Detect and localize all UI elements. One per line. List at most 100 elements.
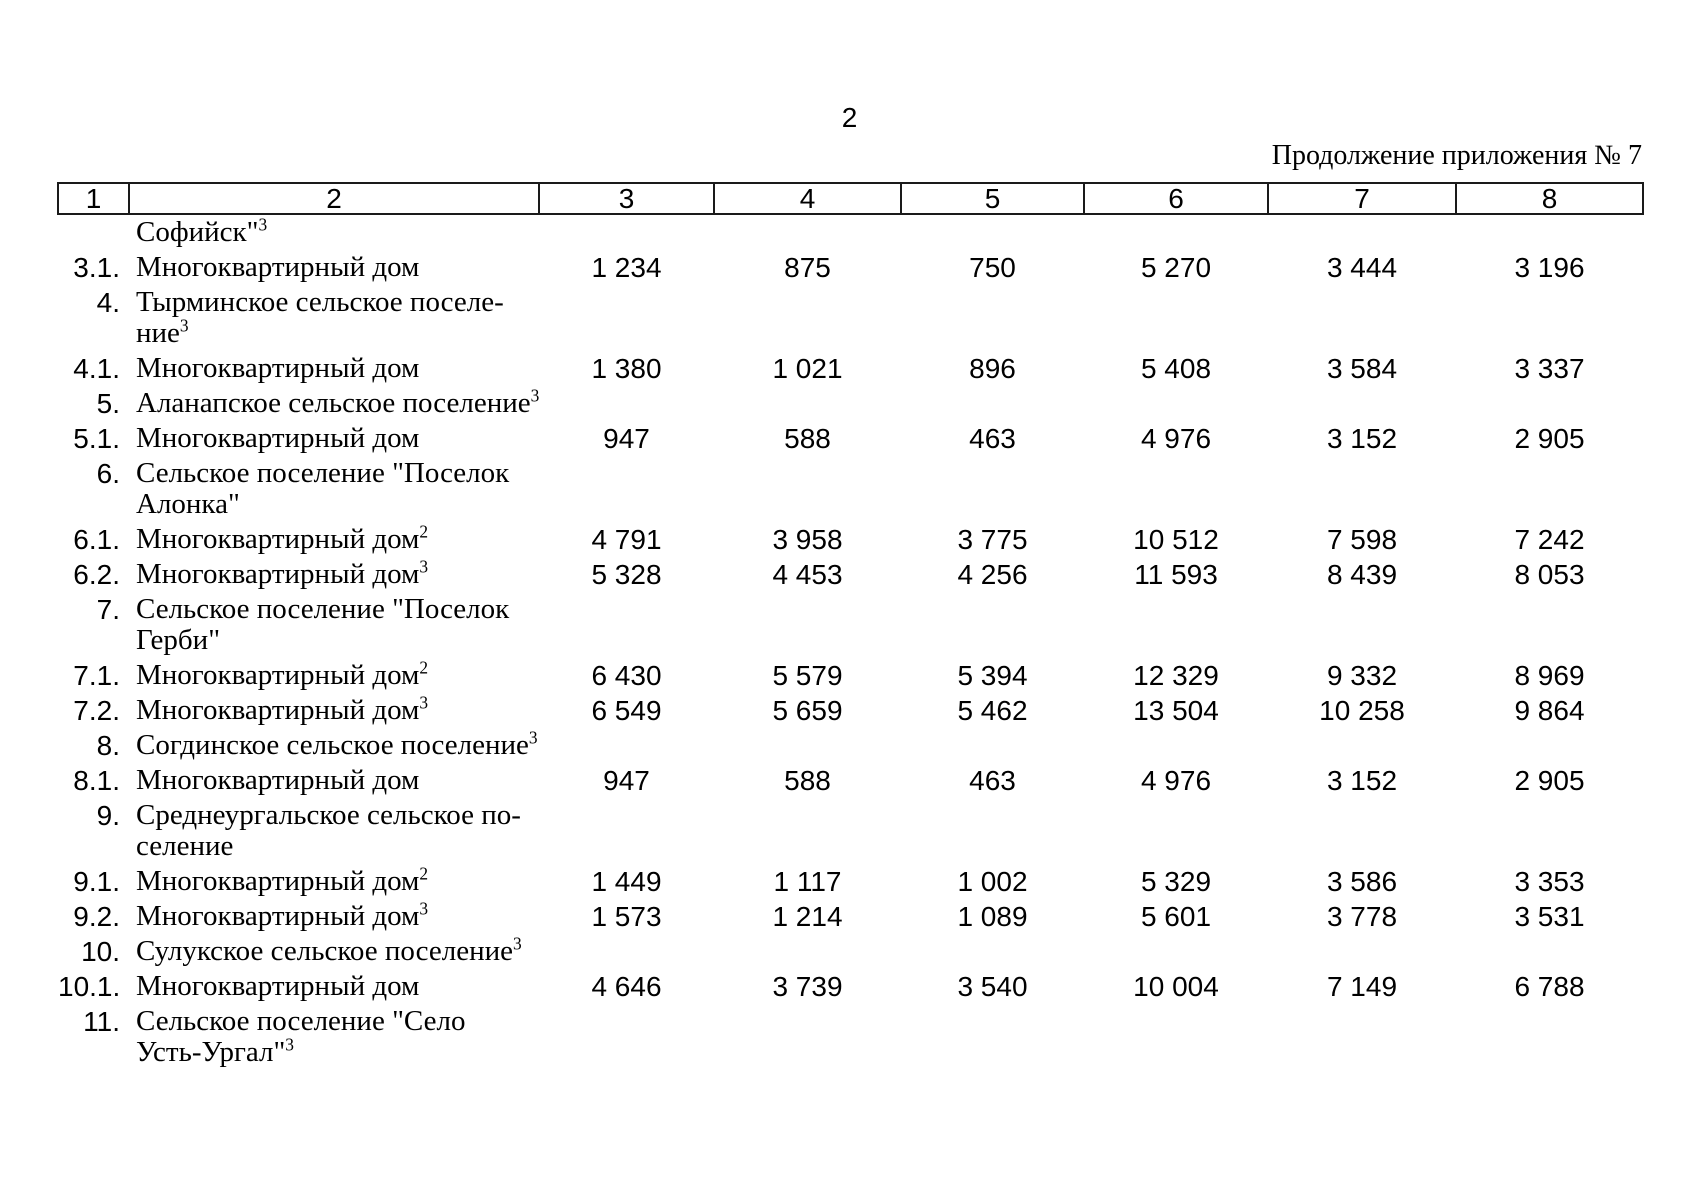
footnote-marker: 2 — [419, 657, 429, 678]
row-value: 3 531 — [1514, 901, 1585, 932]
table-row: 9.1. Многоквартирный дом2 1 449 1 117 1 002 5… — [58, 864, 1643, 899]
table-row: 11. Сельское поселение "Село Усть-Ургал"3 — [58, 1004, 1643, 1070]
table-row: 6. Сельское поселение "Поселок Алонка" — [58, 456, 1643, 522]
table-row: 9. Среднеургальское сельское по-селение — [58, 798, 1643, 864]
row-number: 6.1. — [73, 524, 120, 555]
row-value: 3 152 — [1326, 765, 1398, 796]
row-value: 8 969 — [1514, 660, 1585, 691]
row-value: 3 540 — [957, 971, 1028, 1002]
row-value: 3 778 — [1326, 901, 1398, 932]
table-row: 9.2. Многоквартирный дом3 1 573 1 214 1 089 5… — [58, 899, 1643, 934]
table-row: 3.1. Многоквартирный дом 1 234 875 750 5 270 3… — [58, 250, 1643, 285]
row-value: 947 — [603, 423, 650, 454]
row-value — [901, 592, 1084, 658]
row-value — [1084, 728, 1268, 763]
row-name: Согдинское сельское поселение3 — [129, 728, 539, 763]
row-value: 8 053 — [1514, 559, 1585, 590]
row-number: 9. — [96, 800, 120, 831]
row-value — [539, 456, 714, 522]
table-row: 6.2. Многоквартирный дом3 5 328 4 453 4 256 1… — [58, 557, 1643, 592]
row-number: 5.1. — [73, 423, 120, 454]
row-value — [1268, 214, 1456, 250]
footnote-marker: 3 — [179, 315, 189, 336]
table-row: 6.1. Многоквартирный дом2 4 791 3 958 3 775 1… — [58, 522, 1643, 557]
footnote-marker: 3 — [419, 556, 429, 577]
footnote-marker: 3 — [419, 692, 429, 713]
row-name: Многоквартирный дом2 — [129, 658, 539, 693]
row-value: 463 — [969, 423, 1016, 454]
row-value: 4 256 — [957, 559, 1028, 590]
table-row: 10.1. Многоквартирный дом 4 646 3 739 3 540 1… — [58, 969, 1643, 1004]
row-name-line: селение — [136, 831, 539, 862]
row-value: 5 329 — [1140, 866, 1212, 897]
row-value — [714, 798, 901, 864]
row-value — [1084, 592, 1268, 658]
row-value: 5 270 — [1140, 252, 1212, 283]
table-row: 5.1. Многоквартирный дом 947 588 463 4 976 3 1… — [58, 421, 1643, 456]
row-name-text: Софийск" — [136, 216, 259, 248]
row-value — [714, 1004, 901, 1070]
row-number: 4.1. — [73, 353, 120, 384]
column-header: 2 — [128, 182, 540, 215]
row-value — [1268, 386, 1456, 421]
table-row: 4.1. Многоквартирный дом 1 380 1 021 896 5 40… — [58, 351, 1643, 386]
row-value — [1456, 285, 1643, 351]
row-value — [901, 728, 1084, 763]
row-value — [1456, 592, 1643, 658]
footnote-marker: 3 — [528, 727, 538, 748]
row-value: 9 864 — [1514, 695, 1585, 726]
row-value — [714, 728, 901, 763]
column-header: 5 — [900, 182, 1085, 215]
row-value — [714, 592, 901, 658]
row-name-line: Многоквартирный дом — [136, 252, 539, 283]
row-value: 5 659 — [772, 695, 843, 726]
row-name: Сулукское сельское поселение3 — [129, 934, 539, 969]
row-value: 8 439 — [1326, 559, 1398, 590]
table-row: 5. Аланапское сельское поселение3 — [58, 386, 1643, 421]
row-name-text: Сельское поселение "Поселок — [136, 457, 510, 489]
row-name-line: Герби" — [136, 625, 539, 656]
row-number — [58, 214, 129, 250]
row-name-line: Многоквартирный дом3 — [136, 900, 539, 932]
row-name: Многоквартирный дом3 — [129, 557, 539, 592]
row-name-text: Многоквартирный дом — [136, 764, 420, 796]
table-row: 7.1. Многоквартирный дом2 6 430 5 579 5 394 1… — [58, 658, 1643, 693]
row-value: 4 646 — [591, 971, 662, 1002]
row-number: 10. — [81, 936, 120, 967]
row-name-line: Софийск"3 — [136, 214, 539, 248]
footnote-marker: 3 — [258, 214, 268, 235]
row-name: Многоквартирный дом — [129, 763, 539, 798]
row-value — [539, 592, 714, 658]
row-value: 13 504 — [1133, 695, 1219, 726]
row-name: Многоквартирный дом3 — [129, 693, 539, 728]
table-row: 10. Сулукское сельское поселение3 — [58, 934, 1643, 969]
row-value: 947 — [603, 765, 650, 796]
row-name-text: Тырминское сельское поселе- — [136, 286, 504, 318]
row-value: 1 573 — [591, 901, 662, 932]
column-header: 4 — [713, 182, 902, 215]
column-header: 7 — [1267, 182, 1457, 215]
row-value: 4 976 — [1140, 423, 1212, 454]
row-value — [1456, 798, 1643, 864]
row-value — [901, 386, 1084, 421]
row-name-text: Алонка" — [136, 488, 240, 520]
row-value — [1456, 728, 1643, 763]
row-name-line: Сельское поселение "Поселок — [136, 458, 539, 489]
row-name-line: Аланапское сельское поселение3 — [136, 387, 539, 419]
row-value — [1456, 386, 1643, 421]
row-name: Многоквартирный дом — [129, 250, 539, 285]
row-value: 1 449 — [591, 866, 662, 897]
row-value: 1 089 — [957, 901, 1028, 932]
row-number: 9.1. — [73, 866, 120, 897]
row-value — [1456, 456, 1643, 522]
row-value — [901, 934, 1084, 969]
footnote-marker: 3 — [513, 933, 522, 954]
row-value — [1084, 798, 1268, 864]
row-name-line: Многоквартирный дом2 — [136, 657, 539, 691]
row-number: 3.1. — [73, 252, 120, 283]
row-name-text: Многоквартирный дом — [136, 422, 420, 454]
row-value: 3 775 — [957, 524, 1028, 555]
row-name-line: Сельское поселение "Поселок — [136, 594, 539, 625]
row-value: 7 598 — [1326, 524, 1398, 555]
footnote-marker: 2 — [419, 863, 429, 884]
